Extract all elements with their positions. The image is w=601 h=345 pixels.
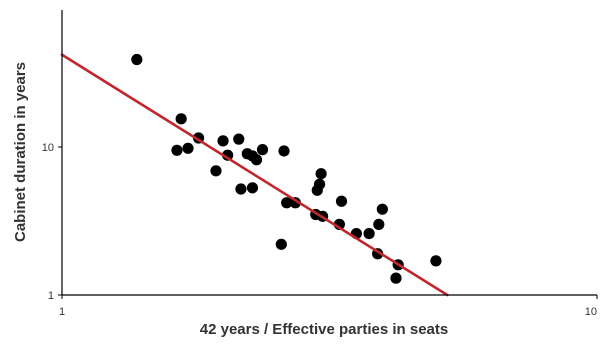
- x-tick-group: 1 10: [59, 295, 598, 318]
- y-tick-label: 10: [42, 142, 54, 154]
- data-point: [171, 144, 183, 156]
- data-point: [131, 53, 143, 66]
- data-point: [175, 113, 187, 125]
- data-point: [246, 182, 259, 194]
- data-point: [335, 195, 348, 207]
- data-point: [278, 145, 290, 157]
- y-axis-title: Cabinet duration in years: [12, 62, 29, 242]
- data-point: [275, 238, 287, 250]
- data-point: [430, 255, 442, 267]
- x-tick-label: 10: [585, 306, 597, 318]
- data-point: [315, 168, 327, 180]
- data-point: [250, 154, 263, 166]
- data-point: [233, 133, 245, 145]
- fit-line-group: [60, 53, 449, 297]
- data-point: [390, 272, 402, 284]
- data-point: [210, 165, 222, 177]
- y-tick-group: 1 10: [42, 142, 62, 302]
- data-point: [376, 203, 388, 215]
- data-points: [131, 53, 442, 284]
- data-point: [373, 218, 385, 230]
- data-point: [217, 135, 229, 147]
- data-point: [182, 142, 194, 154]
- y-tick-label: 1: [48, 290, 54, 302]
- data-point: [363, 227, 375, 240]
- x-tick-label: 1: [59, 306, 65, 318]
- fit-line: [60, 53, 449, 297]
- data-point: [256, 144, 269, 156]
- data-point: [313, 178, 326, 190]
- data-point: [281, 197, 293, 209]
- data-point: [235, 183, 247, 195]
- x-axis-title: 42 years / Effective parties in seats: [200, 321, 448, 338]
- data-point: [222, 149, 234, 161]
